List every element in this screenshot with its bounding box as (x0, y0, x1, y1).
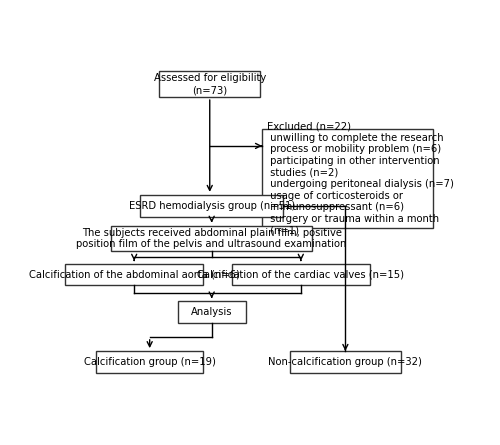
Text: Assessed for eligibility
(n=73): Assessed for eligibility (n=73) (154, 73, 266, 95)
FancyBboxPatch shape (178, 301, 246, 323)
FancyBboxPatch shape (232, 263, 370, 285)
Text: Analysis: Analysis (191, 307, 232, 317)
Text: Calcification group (n=19): Calcification group (n=19) (84, 357, 216, 367)
FancyBboxPatch shape (111, 226, 312, 251)
FancyBboxPatch shape (96, 351, 203, 372)
Text: Non-calcification group (n=32): Non-calcification group (n=32) (268, 357, 422, 367)
Text: Excluded (n=22)
 unwilling to complete the research
 process or mobility problem: Excluded (n=22) unwilling to complete th… (266, 121, 454, 236)
Text: Calcification of the cardiac valves (n=15): Calcification of the cardiac valves (n=1… (198, 269, 404, 279)
Text: The subjects received abdominal plain film, positive
position film of the pelvis: The subjects received abdominal plain fi… (76, 228, 347, 249)
FancyBboxPatch shape (140, 195, 284, 217)
FancyBboxPatch shape (160, 71, 260, 97)
FancyBboxPatch shape (66, 263, 203, 285)
FancyBboxPatch shape (290, 351, 401, 372)
Text: ESRD hemodialysis group (n=51): ESRD hemodialysis group (n=51) (128, 201, 295, 211)
FancyBboxPatch shape (262, 129, 432, 228)
Text: Calcification of the abdominal aorta (n=6): Calcification of the abdominal aorta (n=… (29, 269, 240, 279)
